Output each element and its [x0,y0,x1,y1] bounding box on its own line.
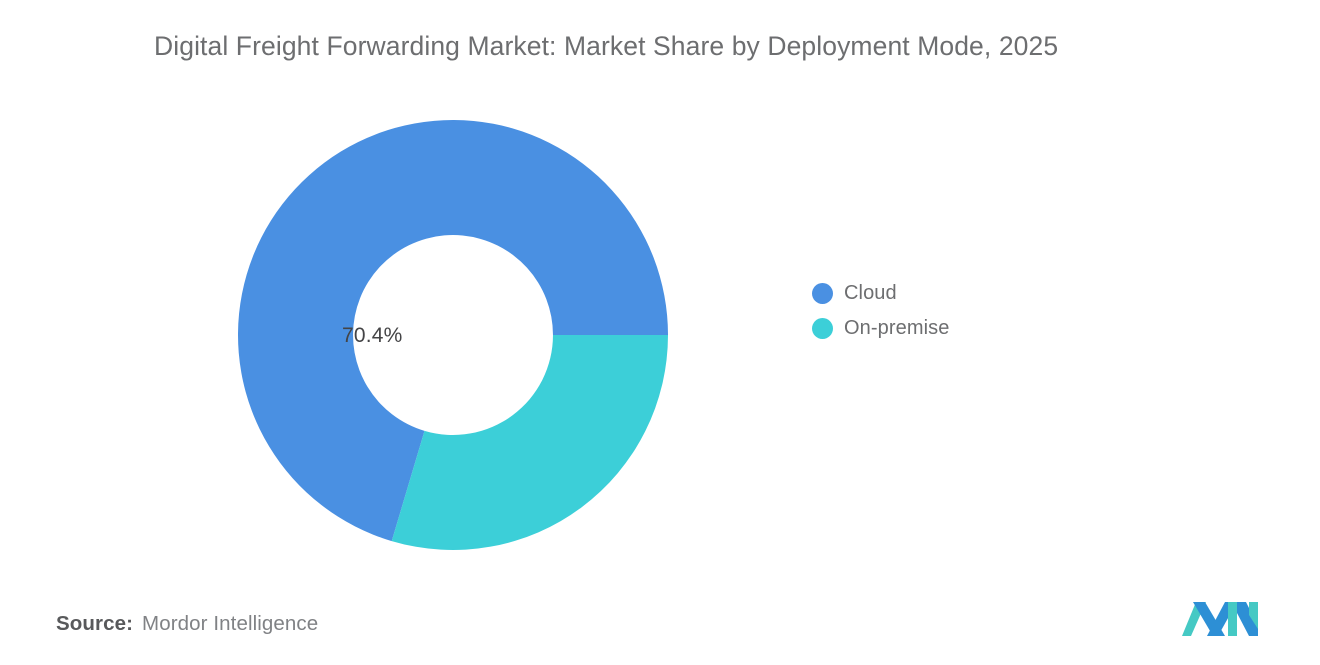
source-attribution: Source: Mordor Intelligence [56,612,318,636]
source-label: Source: [56,612,134,635]
legend-item-cloud[interactable]: Cloud [812,282,949,304]
legend-item-on-premise[interactable]: On-premise [812,317,949,339]
legend-swatch-cloud-icon [812,282,833,304]
mordor-intelligence-logo-icon [1180,596,1260,640]
legend-label-on-premise: On-premise [844,316,950,339]
legend-label-cloud: Cloud [844,281,897,304]
pie-slice-on-premise[interactable] [391,335,668,550]
donut-chart-svg [238,119,668,550]
chart-title: Digital Freight Forwarding Market: Marke… [154,31,1059,61]
pie-slice-label-cloud: 70.4% [342,324,403,347]
legend-swatch-on-premise-icon [812,317,833,339]
chart-legend: Cloud On-premise [812,282,949,339]
pie-slice-cloud[interactable] [238,119,668,542]
source-value: Mordor Intelligence [142,612,319,635]
donut-chart: 70.4% [238,119,668,550]
logo-svg [1182,602,1258,636]
